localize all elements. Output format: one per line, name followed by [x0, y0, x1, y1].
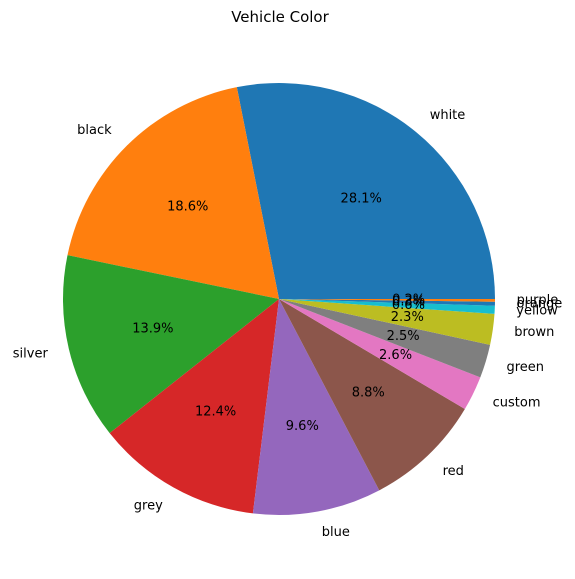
- slice-label-blue: blue: [322, 525, 350, 540]
- slice-percent-red: 8.8%: [352, 385, 385, 400]
- slice-percent-grey: 12.4%: [195, 405, 236, 420]
- pie-slice-white: [236, 83, 495, 300]
- slice-label-white: white: [430, 108, 466, 123]
- pie-slice-brown: [279, 299, 495, 345]
- pie-slice-grey: [109, 299, 279, 514]
- pie-slice-black: [67, 87, 280, 300]
- category-labels: white black silver grey blue red custom green br…: [13, 108, 563, 540]
- percent-labels: 28.1% 18.6% 13.9% 12.4% 9.6% 8.8% 2.6% 2.5% 2.3%…: [132, 191, 425, 434]
- chart-title: Vehicle Color: [231, 8, 329, 26]
- slice-percent-brown: 2.3%: [391, 310, 424, 325]
- slice-label-red: red: [443, 464, 464, 479]
- pie-slice-red: [279, 299, 465, 491]
- slice-percent-purple: 0.2%: [392, 292, 425, 307]
- slice-percent-custom: 2.6%: [379, 348, 412, 363]
- slice-label-custom: custom: [493, 395, 541, 410]
- slice-percent-silver: 13.9%: [132, 321, 173, 336]
- slice-label-black: black: [77, 123, 112, 138]
- pie-slice-orange: [279, 299, 495, 306]
- pie-slice-blue: [252, 299, 380, 515]
- slice-label-yellow: yellow: [516, 303, 558, 318]
- slice-percent-black: 18.6%: [167, 199, 208, 214]
- slice-percent-green: 2.5%: [387, 329, 420, 344]
- slice-percent-yellow: 0.6%: [392, 298, 425, 313]
- slice-label-orange: orange: [517, 297, 563, 312]
- slice-percent-orange: 0.3%: [392, 294, 425, 309]
- slice-label-silver: silver: [13, 346, 49, 361]
- pie-slice-custom: [279, 299, 481, 410]
- pie-slice-yellow: [279, 299, 495, 314]
- pie-slices: [63, 83, 495, 515]
- slice-percent-white: 28.1%: [341, 191, 382, 206]
- slice-percent-blue: 9.6%: [286, 419, 319, 434]
- pie-slice-silver: [63, 255, 279, 434]
- pie-slice-green: [279, 299, 491, 378]
- slice-label-brown: brown: [514, 325, 554, 340]
- pie-slice-purple: [279, 299, 495, 302]
- slice-label-purple: purple: [517, 293, 559, 308]
- slice-label-green: green: [507, 360, 545, 375]
- slice-label-grey: grey: [134, 499, 163, 514]
